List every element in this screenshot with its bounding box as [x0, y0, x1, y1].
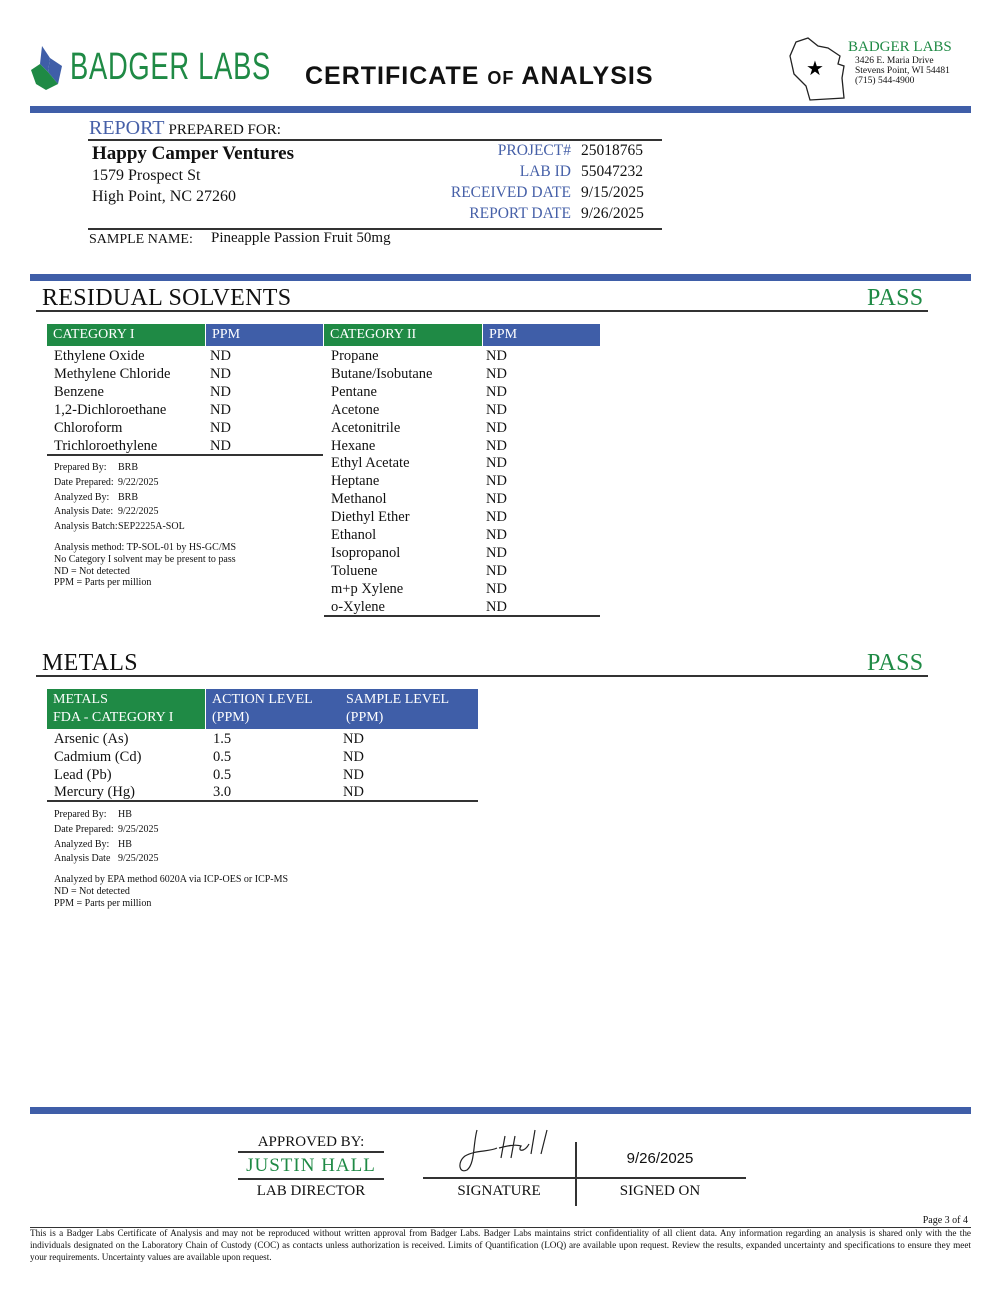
note: ND = Not detected [54, 565, 130, 577]
sample-name: Pineapple Passion Fruit 50mg [211, 230, 391, 246]
cat1-header: CATEGORY I [47, 324, 205, 346]
svg-text:★: ★ [806, 58, 824, 80]
report-field: RECEIVED DATE 9/15/2025 [450, 184, 644, 201]
table-row: Isopropanol ND [331, 544, 507, 561]
approved-by-label: APPROVED BY: [257, 1134, 365, 1150]
table-row: Heptane ND [331, 473, 507, 490]
table-row: Methanol ND [331, 491, 507, 508]
note: Analysis method: TP-SOL-01 by HS-GC/MS [54, 542, 237, 553]
meta-row: Prepared By: BRB [54, 462, 139, 473]
meta-row: Analysis Batch: SEP2225A-SOL [54, 521, 185, 533]
table-row: Benzene ND [54, 383, 231, 400]
table-row: Diethyl Ether ND [331, 509, 507, 526]
note: Analyzed by EPA method 6020A via ICP-OES… [54, 874, 289, 885]
signed-date: 9/26/2025 [626, 1150, 694, 1167]
table-row: Cadmium (Cd) 0.5 ND [54, 748, 364, 765]
footer-divider [30, 1107, 971, 1114]
divider [36, 310, 928, 312]
brand-name: BADGER LABS [70, 46, 272, 88]
report-field: LAB ID 55047232 [519, 163, 643, 180]
leaf-logo-icon [31, 46, 62, 90]
table-row: Methylene Chloride ND [54, 365, 231, 382]
table-row: Acetone ND [331, 401, 507, 418]
note: PPM = Parts per million [54, 897, 152, 909]
cat2-ppm-header: PPM [483, 324, 600, 346]
report-field: PROJECT# 25018765 [497, 142, 643, 159]
signature-label: SIGNATURE [457, 1183, 541, 1199]
table-row: Arsenic (As) 1.5 ND [54, 731, 364, 747]
table-row: Acetonitrile ND [331, 419, 507, 436]
table-row: Trichloroethylene ND [54, 437, 231, 454]
metals-title: METALS [42, 650, 138, 676]
meta-row: Prepared By: HB [54, 809, 132, 820]
disclaimer: This is a Badger Labs Certificate of Ana… [30, 1228, 971, 1262]
divider [30, 1227, 971, 1228]
meta-row: Analyzed By: HB [54, 838, 132, 850]
divider [47, 454, 323, 456]
divider [324, 615, 600, 617]
divider [88, 228, 662, 230]
meta-row: Date Prepared: 9/22/2025 [54, 476, 159, 488]
divider [36, 675, 928, 677]
cat1-ppm-header: PPM [206, 324, 323, 346]
divider [238, 1151, 384, 1153]
signed-on-label: SIGNED ON [619, 1183, 701, 1199]
header-divider [30, 106, 971, 113]
divider [47, 800, 478, 802]
meta-row: Analysis Date 9/25/2025 [54, 853, 159, 865]
table-row: 1,2-Dichloroethane ND [54, 401, 231, 418]
table-row: Pentane ND [331, 383, 507, 400]
residual-solvents-title: RESIDUAL SOLVENTS [42, 285, 292, 311]
client-address-2: High Point, NC 27260 [92, 188, 237, 205]
table-row: Mercury (Hg) 3.0 ND [54, 784, 364, 801]
table-row: Ethyl Acetate ND [331, 455, 507, 472]
table-row: Propane ND [331, 348, 507, 364]
solvents-pass-badge: PASS [867, 285, 924, 311]
wisconsin-map-icon: ★ [789, 37, 845, 101]
table-row: m+p Xylene ND [331, 580, 507, 597]
report-prepared-for-label: REPORT PREPARED FOR: [89, 117, 281, 139]
report-field: REPORT DATE 9/26/2025 [469, 205, 644, 222]
page-number: Page 3 of 4 [922, 1215, 968, 1226]
table-row: o-Xylene ND [331, 598, 507, 615]
table-row: Ethylene Oxide ND [54, 348, 231, 364]
table-row: Butane/Isobutane ND [331, 365, 507, 382]
metals-pass-badge: PASS [867, 650, 924, 676]
table-row: Chloroform ND [54, 419, 231, 436]
divider [423, 1177, 746, 1179]
badger-labs-logo: BADGER LABS [28, 44, 270, 92]
metals-header: METALS FDA - CATEGORY I [47, 689, 205, 729]
table-row: Toluene ND [331, 562, 507, 579]
meta-row: Date Prepared: 9/25/2025 [54, 823, 159, 835]
divider [238, 1178, 384, 1180]
levels-header: ACTION LEVEL (PPM) SAMPLE LEVEL (PPM) [206, 689, 478, 729]
document-title: CERTIFICATE OF ANALYSIS [305, 62, 654, 90]
table-row: Hexane ND [331, 437, 507, 454]
client-name: Happy Camper Ventures [92, 143, 294, 164]
lab-address-block: BADGER LABS 3426 E. Maria Drive Stevens … [848, 39, 952, 86]
divider [88, 139, 662, 141]
sample-name-label: SAMPLE NAME: [89, 232, 193, 247]
meta-row: Analyzed By: BRB [54, 491, 139, 503]
approver-name: JUSTIN HALL [246, 1155, 376, 1176]
meta-row: Analysis Date: 9/22/2025 [54, 506, 159, 518]
cat2-header: CATEGORY II [324, 324, 482, 346]
note: ND = Not detected [54, 885, 130, 897]
note: PPM = Parts per million [54, 577, 152, 589]
signature-image [459, 1129, 548, 1172]
client-address-1: 1579 Prospect St [92, 167, 201, 184]
table-row: Ethanol ND [331, 527, 507, 543]
note: No Category I solvent may be present to … [54, 553, 236, 565]
approver-role: LAB DIRECTOR [256, 1183, 366, 1199]
table-row: Lead (Pb) 0.5 ND [54, 766, 364, 783]
divider [575, 1142, 577, 1206]
section-divider [30, 274, 971, 281]
